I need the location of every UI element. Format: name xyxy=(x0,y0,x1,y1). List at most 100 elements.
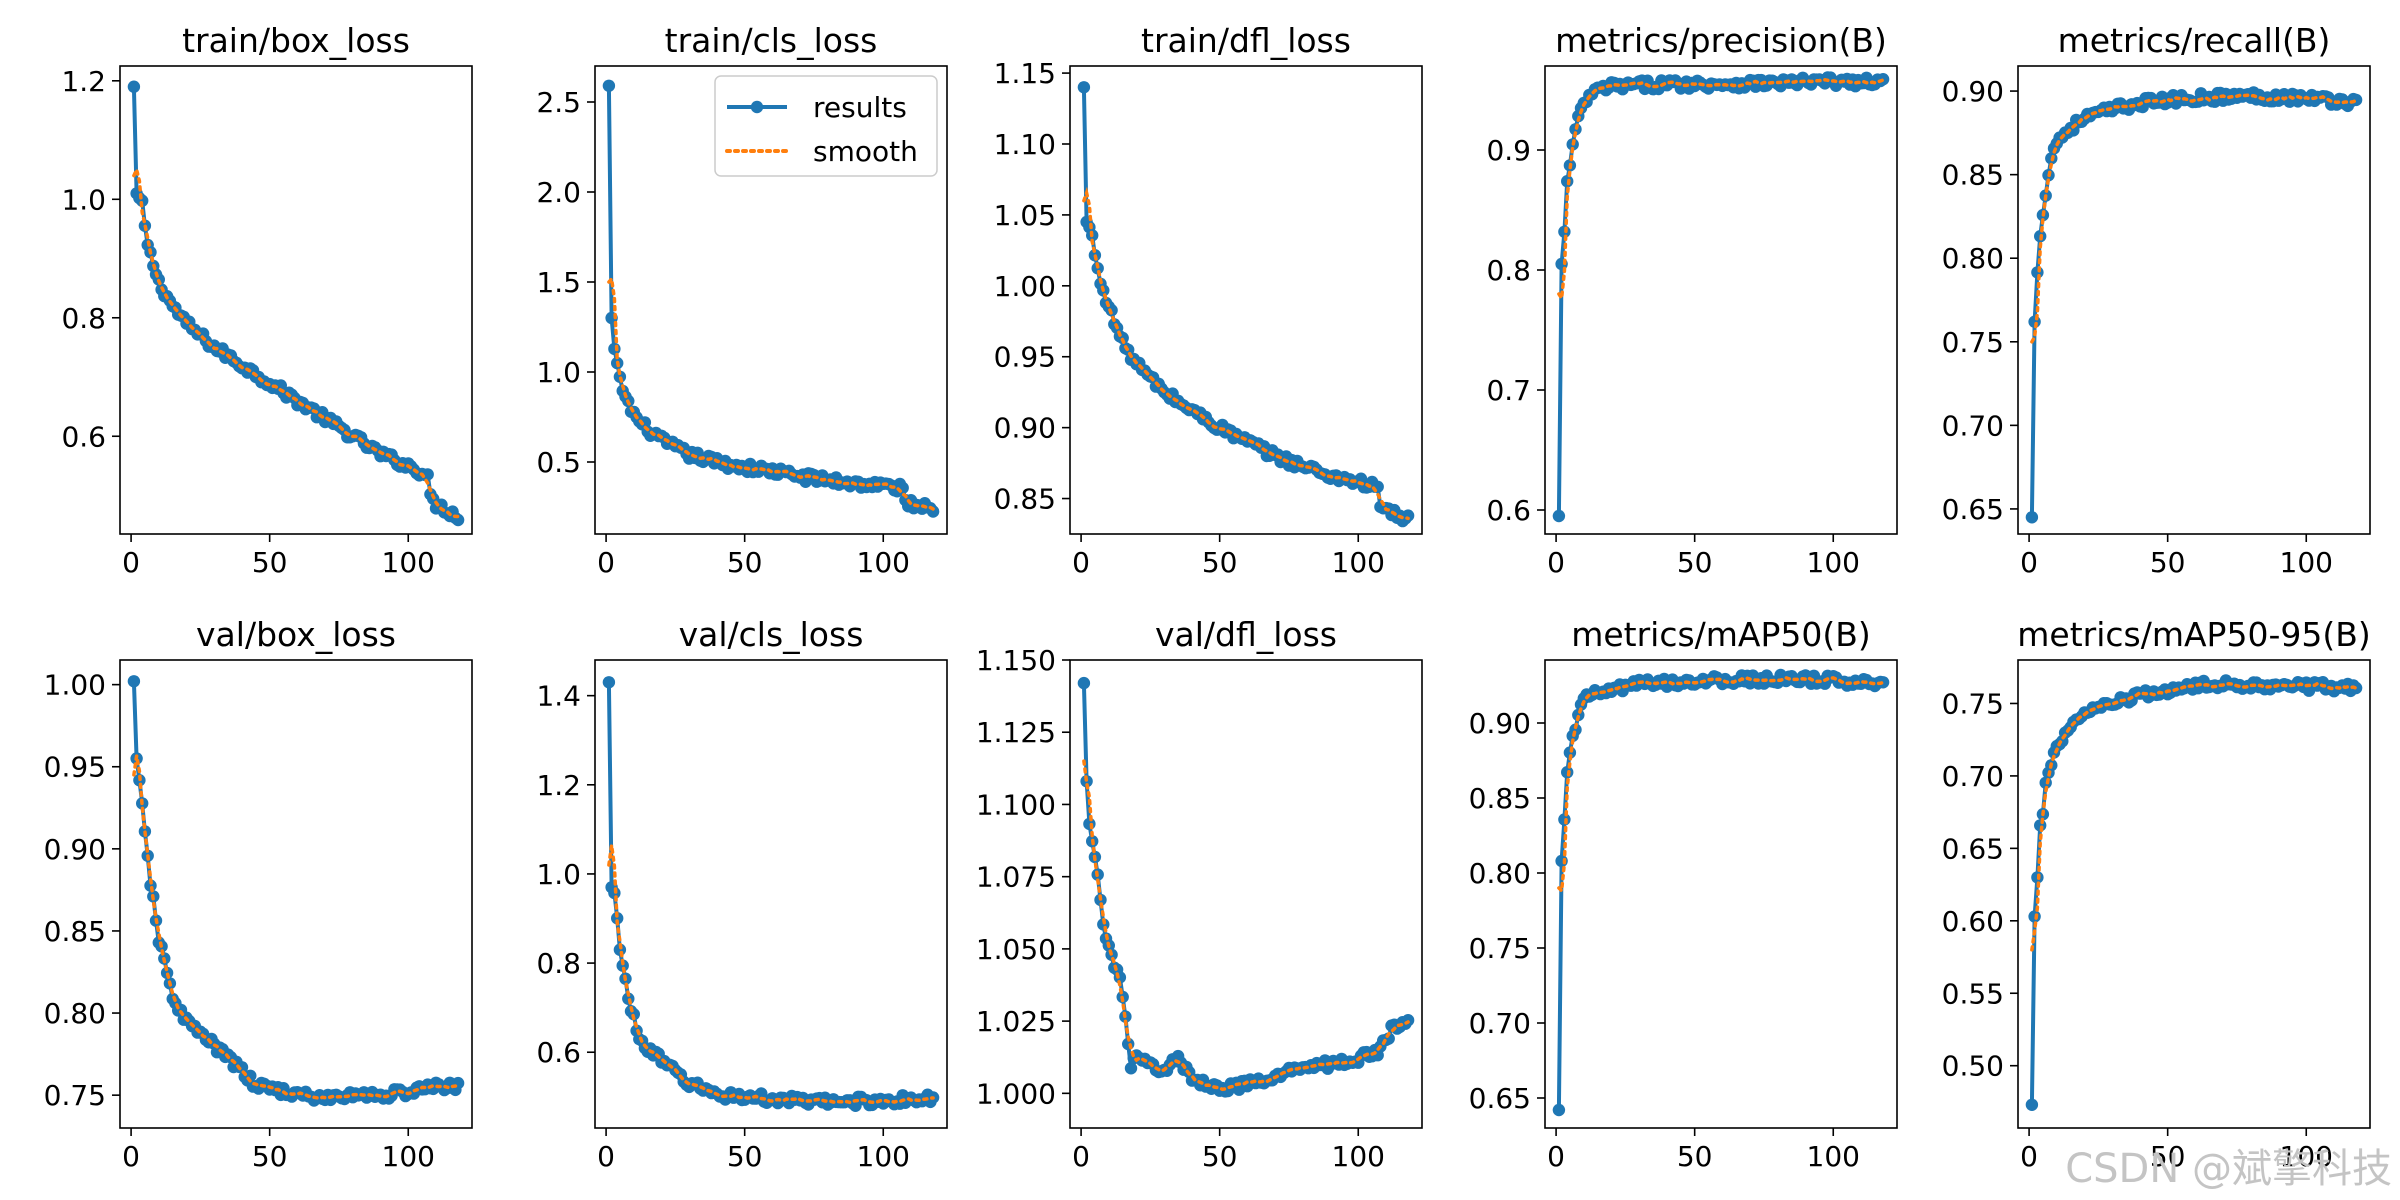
subplot-title: train/cls_loss xyxy=(665,21,878,60)
y-tick-label: 1.125 xyxy=(976,716,1056,749)
y-tick-label: 1.2 xyxy=(536,769,581,802)
subplot-title: train/dfl_loss xyxy=(1141,21,1351,60)
y-tick-label: 1.075 xyxy=(976,861,1056,894)
results-point xyxy=(127,80,141,93)
y-tick-label: 0.85 xyxy=(44,915,106,948)
y-tick-label: 1.00 xyxy=(994,270,1056,303)
y-tick-label: 0.65 xyxy=(1942,493,2004,526)
x-tick-label: 0 xyxy=(122,1140,140,1173)
legend-results-label: results xyxy=(813,91,907,124)
y-tick-label: 2.0 xyxy=(536,176,581,209)
x-tick-label: 0 xyxy=(1547,546,1565,579)
y-tick-label: 1.0 xyxy=(61,183,106,216)
results-line xyxy=(1081,87,1410,524)
results-point xyxy=(1077,676,1091,690)
x-tick-label: 100 xyxy=(1332,1140,1385,1173)
x-tick-label: 0 xyxy=(2020,1140,2038,1173)
y-tick-label: 0.60 xyxy=(1942,905,2004,938)
subplot-title: metrics/mAP50(B) xyxy=(1571,615,1871,654)
smooth-line xyxy=(2030,681,2358,952)
y-tick-label: 1.025 xyxy=(976,1005,1056,1038)
results-line xyxy=(1556,75,1885,517)
y-tick-label: 0.95 xyxy=(44,751,106,784)
y-tick-label: 0.75 xyxy=(44,1079,106,1112)
x-tick-label: 50 xyxy=(727,546,763,579)
results-point xyxy=(235,1061,249,1074)
results-point xyxy=(1401,509,1415,522)
x-tick-label: 100 xyxy=(1807,1140,1860,1173)
subplot-title: metrics/mAP50-95(B) xyxy=(2017,615,2370,654)
x-tick-label: 0 xyxy=(2020,546,2038,579)
results-line xyxy=(131,86,460,522)
axes-frame xyxy=(594,65,948,535)
y-tick-label: 1.100 xyxy=(976,788,1056,821)
subplot-title: val/dfl_loss xyxy=(1155,615,1337,654)
results-line xyxy=(131,681,460,1103)
x-tick-label: 100 xyxy=(382,546,435,579)
legend: results smooth xyxy=(714,75,938,177)
axes-frame xyxy=(119,659,473,1129)
x-tick-label: 100 xyxy=(2280,1140,2333,1173)
y-tick-label: 0.90 xyxy=(994,412,1056,445)
y-tick-label: 0.55 xyxy=(1942,977,2004,1010)
subplot-9: metrics/mAP50(B) 0 50 100 0.65 0.70 0.75 0.80 0.… xyxy=(1469,615,1898,1173)
y-tick-label: 0.7 xyxy=(1486,374,1531,407)
x-tick-label: 50 xyxy=(252,546,288,579)
results-line xyxy=(2029,678,2358,1105)
y-tick-label: 1.5 xyxy=(536,266,581,299)
y-tick-label: 0.75 xyxy=(1469,932,1531,965)
y-tick-label: 0.70 xyxy=(1942,409,2004,442)
y-tick-label: 0.95 xyxy=(994,341,1056,374)
x-tick-label: 0 xyxy=(1072,546,1090,579)
y-tick-label: 1.2 xyxy=(61,65,106,98)
x-tick-label: 50 xyxy=(1202,1140,1238,1173)
y-tick-label: 0.85 xyxy=(1469,782,1531,815)
y-tick-label: 1.10 xyxy=(994,128,1056,161)
axes-frame xyxy=(1544,659,1898,1129)
y-tick-label: 1.150 xyxy=(976,644,1056,677)
smooth-line xyxy=(607,844,935,1105)
results-point xyxy=(2025,1098,2039,1112)
x-tick-label: 50 xyxy=(252,1140,288,1173)
results-line xyxy=(606,682,935,1108)
subplot-5: metrics/recall(B) 0 50 100 0.65 0.70 0.75 0.80 0… xyxy=(1942,21,2371,579)
axes-frame xyxy=(119,65,473,535)
subplot-title: metrics/recall(B) xyxy=(2058,21,2331,60)
results-line xyxy=(1556,673,1884,1111)
y-tick-label: 0.6 xyxy=(61,420,106,453)
results-point xyxy=(1124,1062,1138,1075)
y-tick-label: 0.85 xyxy=(994,483,1056,516)
subplot-6: val/box_loss 0 50 100 0.75 0.80 0.85 0.90 0.95 1.… xyxy=(44,615,473,1173)
x-tick-label: 0 xyxy=(1547,1140,1565,1173)
subplot-2: train/cls_loss 0 50 100 0.5 1.0 1.5 2.0 2.5 resul… xyxy=(536,21,948,579)
results-point xyxy=(127,675,141,688)
smooth-line xyxy=(2030,93,2358,344)
smooth-line xyxy=(1082,186,1410,521)
subplot-8: val/dfl_loss 0 50 100 1.000 1.025 1.050 1.075 1.… xyxy=(976,615,1423,1173)
x-tick-label: 50 xyxy=(2150,546,2186,579)
results-line xyxy=(1081,683,1410,1094)
x-tick-label: 50 xyxy=(727,1140,763,1173)
x-tick-label: 100 xyxy=(1807,546,1860,579)
y-tick-label: 0.90 xyxy=(1942,75,2004,108)
y-tick-label: 0.6 xyxy=(1486,494,1531,527)
results-point xyxy=(1552,509,1566,523)
y-tick-label: 1.0 xyxy=(536,858,581,891)
results-point xyxy=(616,959,629,972)
results-point xyxy=(136,194,149,207)
y-tick-label: 0.75 xyxy=(1942,687,2004,720)
y-tick-label: 2.5 xyxy=(536,86,581,119)
y-tick-label: 0.80 xyxy=(1469,857,1531,890)
y-tick-label: 0.5 xyxy=(536,446,581,479)
smooth-line xyxy=(1082,759,1410,1092)
x-tick-label: 50 xyxy=(1677,1140,1713,1173)
subplot-1: train/box_loss 0 50 100 0.6 0.8 1.0 1.2 xyxy=(61,21,473,579)
y-tick-label: 0.8 xyxy=(536,947,581,980)
x-tick-label: 100 xyxy=(857,546,910,579)
subplot-title: val/box_loss xyxy=(196,615,396,654)
results-point xyxy=(611,912,624,925)
y-tick-label: 0.65 xyxy=(1469,1082,1531,1115)
subplot-title: train/box_loss xyxy=(182,21,410,60)
csdn-watermark: CSDN @斌擎科技 xyxy=(2065,1146,2392,1192)
x-tick-label: 100 xyxy=(1332,546,1385,579)
